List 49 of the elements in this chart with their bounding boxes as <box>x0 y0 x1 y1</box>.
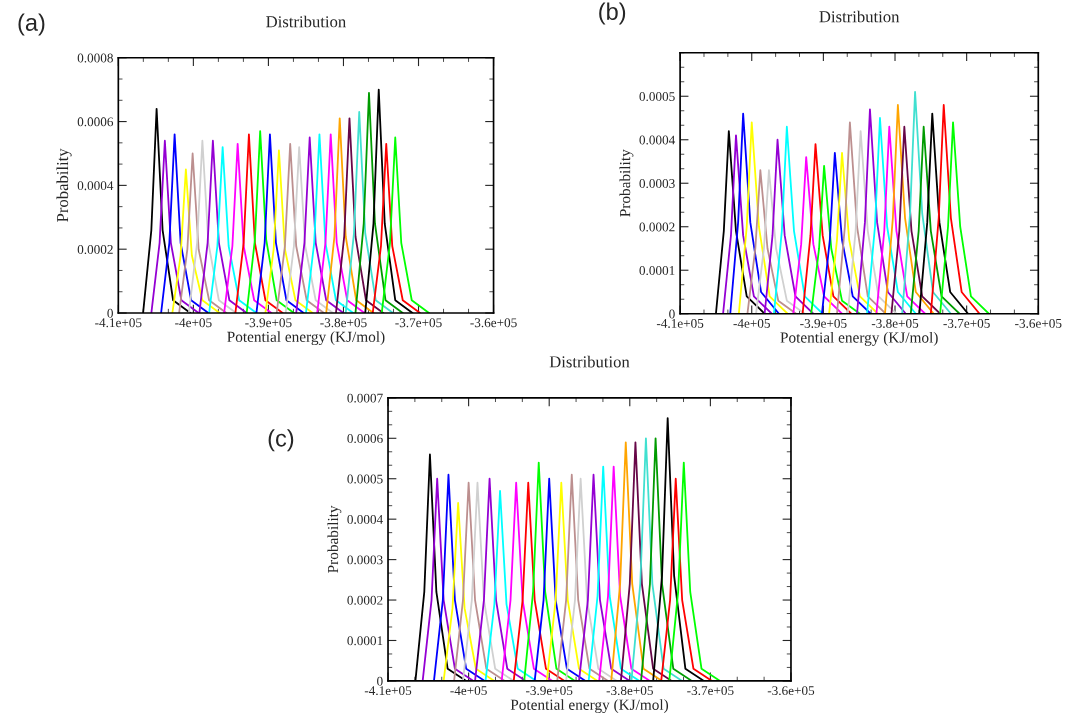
text: (b) <box>599 2 626 25</box>
chart-title: Distribution <box>819 10 900 23</box>
y-tick-label: 0.0004 <box>347 514 383 524</box>
x-tick-label: -3.7e+05 <box>943 318 990 328</box>
x-tick-label: -3.9e+05 <box>245 318 292 328</box>
y-tick-label: 0.0008 <box>77 53 113 63</box>
text: (a) <box>18 13 45 36</box>
y-tick-label: 0.0005 <box>639 92 675 102</box>
x-tick-label: -4e+05 <box>450 686 487 696</box>
y-axis-title: Probability <box>56 148 72 222</box>
text: (c) <box>268 429 294 452</box>
y-tick-label: 0.0006 <box>347 434 383 444</box>
y-tick-label: 0.0003 <box>347 555 383 565</box>
x-tick-label: -4.1e+05 <box>95 318 142 328</box>
x-tick-label: -3.9e+05 <box>526 686 573 696</box>
y-tick-label: 0.0003 <box>639 179 675 189</box>
x-tick-label: -3.8e+05 <box>320 318 367 328</box>
x-tick-label: -4e+05 <box>175 318 212 328</box>
x-tick-label: -3.9e+05 <box>800 318 847 328</box>
chart-title: Distribution <box>549 355 630 368</box>
y-tick-label: 0 <box>107 308 113 318</box>
y-tick-label: 0.0004 <box>639 135 676 145</box>
x-axis-title: Potential energy (KJ/mol) <box>780 331 938 346</box>
x-tick-label: -3.7e+05 <box>395 318 442 328</box>
y-tick-label: 0.0001 <box>639 266 675 275</box>
y-axis-title: Probability <box>327 505 342 573</box>
x-tick-label: -3.6e+05 <box>1015 318 1062 328</box>
y-tick-label: 0.0002 <box>347 595 383 605</box>
y-tick-label: 0.0007 <box>347 393 383 403</box>
y-tick-label: 0.0002 <box>639 222 675 232</box>
y-tick-label: 0 <box>377 676 383 686</box>
y-tick-label: 0.0001 <box>347 636 383 646</box>
x-tick-label: -3.6e+05 <box>470 318 517 328</box>
x-tick-label: -3.7e+05 <box>687 686 734 696</box>
x-tick-label: -4e+05 <box>733 318 770 328</box>
x-tick-label: -3.6e+05 <box>767 686 815 696</box>
x-tick-label: -4.1e+05 <box>364 686 412 696</box>
x-axis-title: Potential energy (KJ/mol) <box>227 331 385 346</box>
x-tick-label: -3.8e+05 <box>606 686 653 696</box>
y-tick-label: 0.0002 <box>77 245 113 254</box>
y-axis-title: Probability <box>619 149 634 217</box>
chart-title: Distribution <box>266 15 346 28</box>
y-tick-label: 0.0005 <box>347 474 383 484</box>
x-axis-title: Potential energy (KJ/mol) <box>510 699 669 713</box>
y-tick-label: 0.0006 <box>77 117 114 127</box>
x-tick-label: -3.8e+05 <box>871 318 919 328</box>
y-tick-label: 0.0004 <box>77 181 114 191</box>
y-tick-label: 0 <box>669 309 675 319</box>
x-tick-label: -4.1e+05 <box>656 318 704 328</box>
